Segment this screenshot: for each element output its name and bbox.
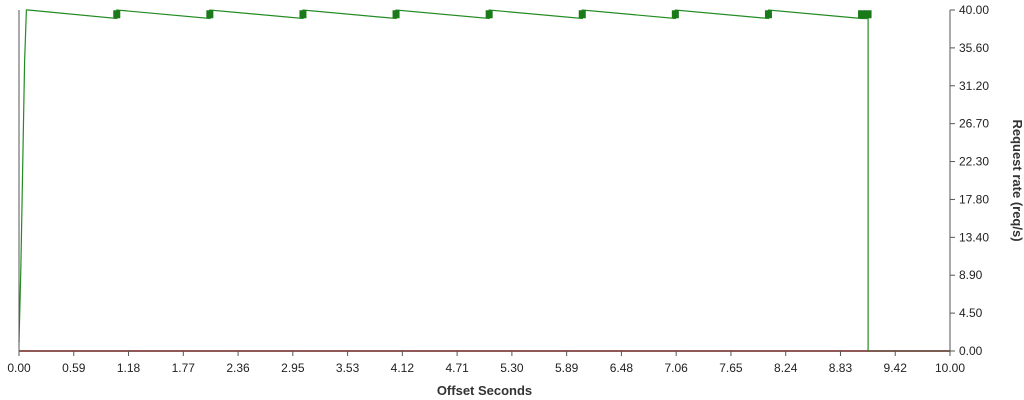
y-tick-label: 13.40 xyxy=(959,230,989,244)
x-tick-label: 9.42 xyxy=(884,361,908,375)
y-axis-title: Request rate (req/s) xyxy=(1010,119,1024,241)
x-tick-label: 2.36 xyxy=(226,361,250,375)
series-marker xyxy=(671,10,679,19)
x-tick-label: 5.89 xyxy=(555,361,579,375)
x-axis-ticks: 0.00 0.59 1.18 1.77 2.36 2.95 3.53 4.12 4.71 5.30… xyxy=(7,351,965,375)
series-marker xyxy=(206,10,214,19)
x-tick-label: 10.00 xyxy=(935,361,965,375)
series-marker xyxy=(858,10,866,19)
y-tick-label: 17.80 xyxy=(959,192,989,206)
series-marker xyxy=(113,10,121,19)
x-tick-label: 2.95 xyxy=(281,361,305,375)
series-layer xyxy=(18,9,950,352)
y-tick-label: 26.70 xyxy=(959,117,989,131)
series-marker xyxy=(392,10,400,19)
x-tick-label: 8.83 xyxy=(829,361,853,375)
y-tick-label: 40.00 xyxy=(959,3,989,17)
y-tick-label: 4.50 xyxy=(959,306,983,320)
x-tick-label: 6.48 xyxy=(610,361,634,375)
y-tick-label: 31.20 xyxy=(959,79,989,93)
y-tick-label: 0.00 xyxy=(959,344,983,358)
series-marker xyxy=(485,10,493,19)
x-tick-label: 0.59 xyxy=(62,361,86,375)
x-tick-label: 0.00 xyxy=(7,361,31,375)
x-tick-label: 1.77 xyxy=(172,361,196,375)
x-tick-label: 7.65 xyxy=(719,361,743,375)
x-tick-label: 7.06 xyxy=(664,361,688,375)
x-tick-label: 1.18 xyxy=(117,361,141,375)
series-marker xyxy=(299,10,307,19)
x-tick-label: 5.30 xyxy=(500,361,524,375)
series-line-0 xyxy=(18,9,950,352)
x-tick-label: 3.53 xyxy=(336,361,360,375)
x-tick-label: 4.12 xyxy=(391,361,415,375)
y-axis-ticks: 0.00 4.50 8.90 13.40 17.80 22.30 26.70 31.20 35.… xyxy=(950,3,989,358)
series-marker xyxy=(764,10,772,19)
series-marker xyxy=(578,10,586,19)
y-tick-label: 22.30 xyxy=(959,155,989,169)
series-marker xyxy=(864,10,872,19)
x-tick-label: 8.24 xyxy=(774,361,798,375)
y-tick-label: 35.60 xyxy=(959,41,989,55)
x-tick-label: 4.71 xyxy=(445,361,469,375)
y-tick-label: 8.90 xyxy=(959,268,983,282)
x-axis-title: Offset Seconds xyxy=(437,383,532,398)
